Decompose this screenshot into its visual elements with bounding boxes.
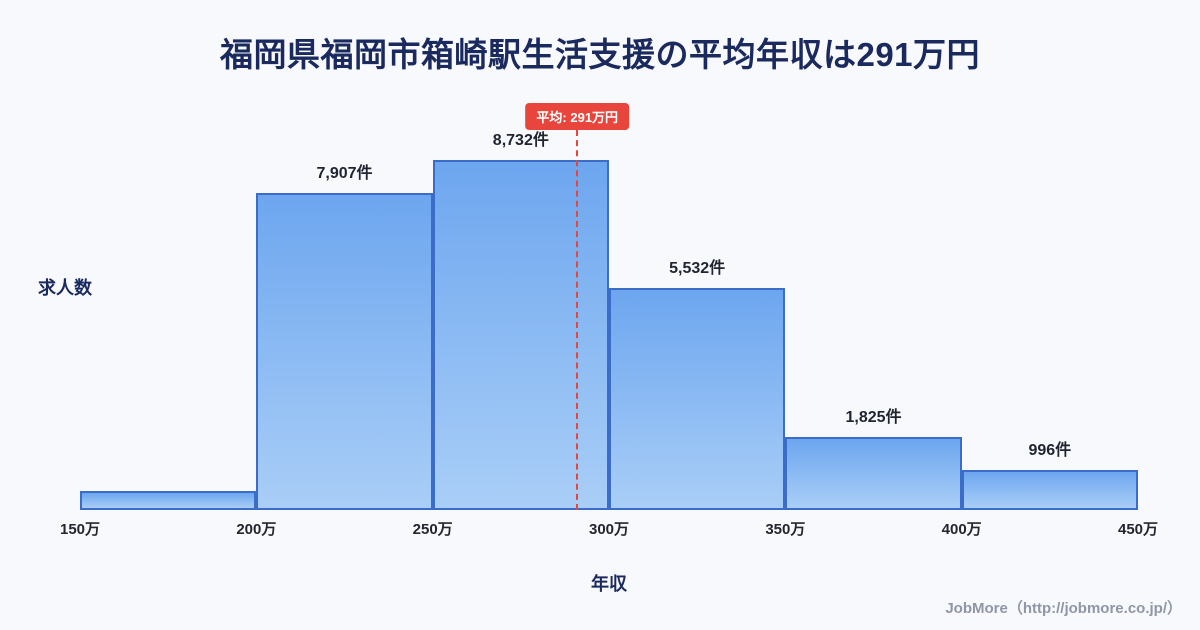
bar-value-label: 8,732件: [492, 132, 549, 149]
x-tick-label: 400万: [941, 521, 982, 538]
bar-value-label: 5,532件: [669, 260, 726, 278]
histogram-bar: [609, 288, 786, 510]
x-axis-ticks: 150万 200万 250万 300万 350万 400万 450万: [60, 518, 1158, 540]
x-tick-label: 150万: [59, 521, 101, 538]
x-tick-label: 250万: [412, 521, 453, 538]
footer-credit: JobMore（http://jobmore.co.jp/）: [945, 600, 1182, 617]
x-tick-label: 300万: [588, 521, 630, 538]
bar-value-label: 1,825件: [845, 408, 902, 426]
y-axis-label: 求人数: [38, 278, 92, 298]
histogram-bar: [961, 470, 1138, 510]
histogram-bar: [80, 491, 257, 510]
mean-badge: 平均: 291万円: [525, 103, 630, 130]
bar-value-label: 996件: [1028, 442, 1072, 460]
x-tick-label: 350万: [765, 521, 806, 538]
mean-line: [576, 130, 579, 510]
bar-value-label: 7,907件: [316, 165, 373, 183]
histogram-bar: [432, 160, 609, 510]
x-tick-label: 450万: [1117, 521, 1159, 538]
histogram-bar: [256, 193, 433, 510]
histogram-bar: [785, 436, 962, 510]
x-tick-label: 200万: [236, 521, 277, 538]
chart-title: 福岡県福岡市箱崎駅生活支援の平均年収は291万円: [219, 36, 981, 73]
plot-area: 平均: 291万円 7,907件 8,732件 5,532件 1,825件 996件: [80, 103, 1138, 510]
x-axis-label: 年収: [591, 574, 627, 594]
